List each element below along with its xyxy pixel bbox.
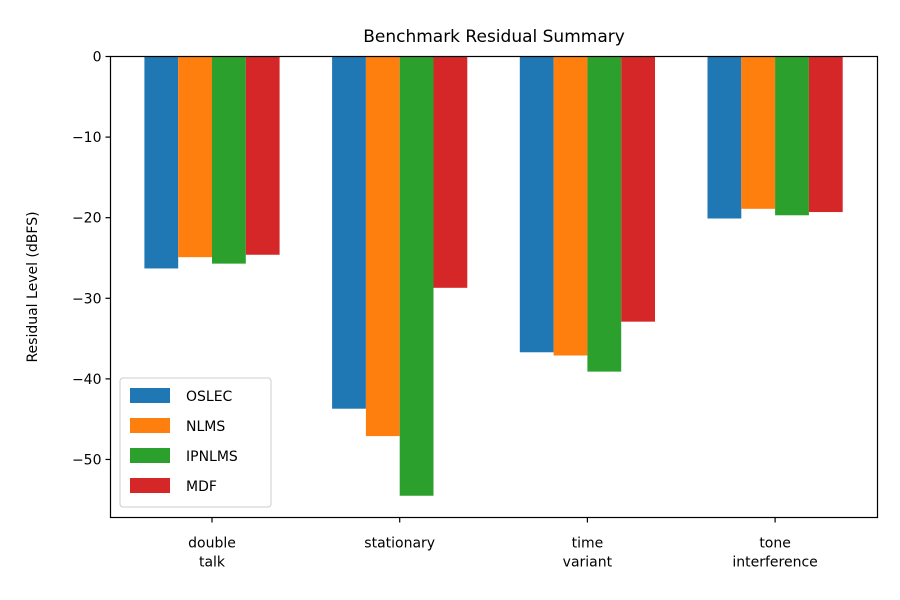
legend-swatch-ipnlms bbox=[130, 448, 170, 463]
y-axis-ticks: 0 −10 −20 −30 −40 −50 bbox=[72, 50, 111, 468]
legend-swatch-mdf bbox=[130, 478, 170, 493]
y-axis-label: Residual Level (dBFS) bbox=[25, 211, 41, 362]
x-tick-label: double talk bbox=[188, 536, 236, 571]
bar-nlms-1 bbox=[365, 56, 400, 437]
bar-mdf-0 bbox=[245, 56, 280, 255]
x-tick-label: stationary bbox=[364, 536, 435, 552]
legend-label-mdf: MDF bbox=[186, 479, 217, 495]
legend-label-oslec: OSLEC bbox=[186, 389, 233, 405]
plot-frame bbox=[109, 55, 879, 519]
bar-ipnlms-0 bbox=[212, 56, 246, 264]
bar-mdf-2 bbox=[621, 56, 655, 322]
bar-oslec-0 bbox=[144, 56, 179, 269]
bar-oslec-2 bbox=[519, 56, 554, 353]
y-tick-label: 0 bbox=[93, 50, 102, 66]
legend-label-ipnlms: IPNLMS bbox=[186, 449, 238, 465]
bar-mdf-1 bbox=[433, 56, 468, 288]
x-tick-label: tone interference bbox=[732, 536, 817, 571]
bar-ipnlms-2 bbox=[587, 56, 622, 372]
x-axis-ticks: double talk stationary time variant tone inter… bbox=[188, 517, 818, 571]
y-tick-label: −40 bbox=[72, 372, 102, 388]
bar-mdf-3 bbox=[808, 56, 843, 213]
bar-ipnlms-1 bbox=[399, 56, 434, 496]
y-tick-label: −10 bbox=[72, 130, 102, 146]
legend-swatch-oslec bbox=[130, 388, 170, 403]
bar-nlms-2 bbox=[553, 56, 588, 356]
legend-swatch-nlms bbox=[130, 418, 170, 433]
y-tick-label: −30 bbox=[72, 291, 102, 307]
bar-oslec-1 bbox=[332, 56, 366, 409]
bar-nlms-0 bbox=[178, 56, 212, 258]
chart-title: Benchmark Residual Summary bbox=[363, 27, 625, 47]
bar-oslec-3 bbox=[707, 56, 742, 219]
x-tick-label: time variant bbox=[563, 536, 613, 571]
legend-label-nlms: NLMS bbox=[186, 419, 225, 435]
bars-group bbox=[144, 56, 843, 496]
bar-nlms-3 bbox=[741, 56, 776, 209]
bar-ipnlms-3 bbox=[775, 56, 809, 216]
legend-box bbox=[119, 377, 272, 508]
y-tick-label: −50 bbox=[72, 452, 102, 468]
y-tick-label: −20 bbox=[72, 211, 102, 227]
legend: OSLEC NLMS IPNLMS MDF bbox=[119, 377, 272, 508]
